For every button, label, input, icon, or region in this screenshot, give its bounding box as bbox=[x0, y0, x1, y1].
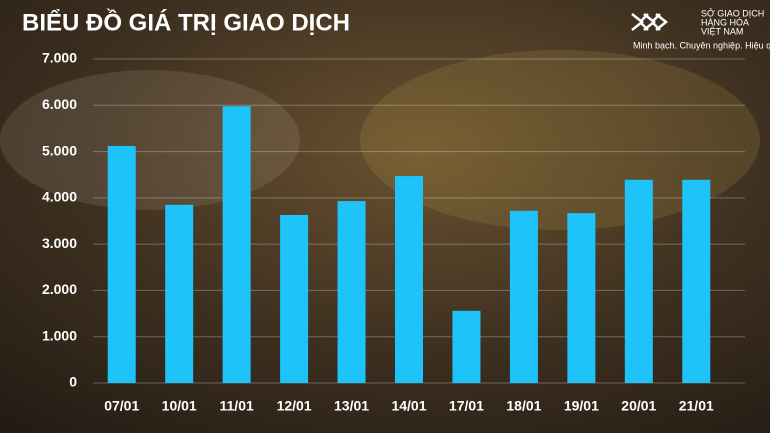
bar bbox=[624, 179, 653, 383]
logo-mark bbox=[631, 13, 669, 31]
bar bbox=[395, 176, 423, 383]
x-tick-label: 14/01 bbox=[391, 398, 426, 414]
bar bbox=[280, 214, 309, 383]
x-tick-label: 21/01 bbox=[679, 398, 714, 414]
x-tick-label: 11/01 bbox=[220, 398, 254, 414]
x-tick-label: 18/01 bbox=[506, 398, 541, 414]
y-tick-label: 5.000 bbox=[42, 142, 77, 158]
x-tick-label: 07/01 bbox=[104, 398, 139, 414]
y-tick-label: 7.000 bbox=[42, 50, 77, 66]
brand-line: SỞ GIAO DỊCH bbox=[701, 7, 764, 18]
y-tick-label: 1.000 bbox=[42, 327, 77, 343]
bar bbox=[222, 106, 251, 383]
bar bbox=[337, 201, 366, 383]
bar bbox=[509, 210, 538, 383]
y-tick-label: 0 bbox=[69, 374, 77, 390]
y-tick-label: 6.000 bbox=[42, 96, 77, 112]
brand-line: VIỆT NAM bbox=[701, 26, 743, 36]
x-tick-label: 13/01 bbox=[334, 398, 369, 414]
bar bbox=[107, 146, 136, 383]
x-tick-label: 19/01 bbox=[564, 398, 599, 414]
x-tick-label: 12/01 bbox=[277, 398, 312, 414]
slogan: Minh bạch. Chuyên nghiệp. Hiệu quả bbox=[633, 40, 770, 50]
logo: SỞ GIAO DỊCH HÀNG HÓA VIỆT NAM Minh bạch… bbox=[631, 7, 770, 50]
y-tick-label: 3.000 bbox=[42, 235, 77, 251]
brand-line: HÀNG HÓA bbox=[701, 17, 749, 27]
bar bbox=[452, 310, 481, 383]
y-tick-label: 4.000 bbox=[42, 189, 77, 205]
x-tick-label: 17/01 bbox=[449, 398, 484, 414]
bar bbox=[165, 204, 194, 383]
background-oil-bowl bbox=[360, 50, 760, 230]
bar bbox=[682, 179, 711, 383]
bar bbox=[567, 213, 596, 383]
x-tick-label: 10/01 bbox=[162, 398, 197, 414]
x-tick-label: 20/01 bbox=[621, 398, 656, 414]
chart-title: BIỂU ĐỒ GIÁ TRỊ GIAO DỊCH bbox=[22, 8, 350, 36]
y-tick-label: 2.000 bbox=[42, 281, 77, 297]
